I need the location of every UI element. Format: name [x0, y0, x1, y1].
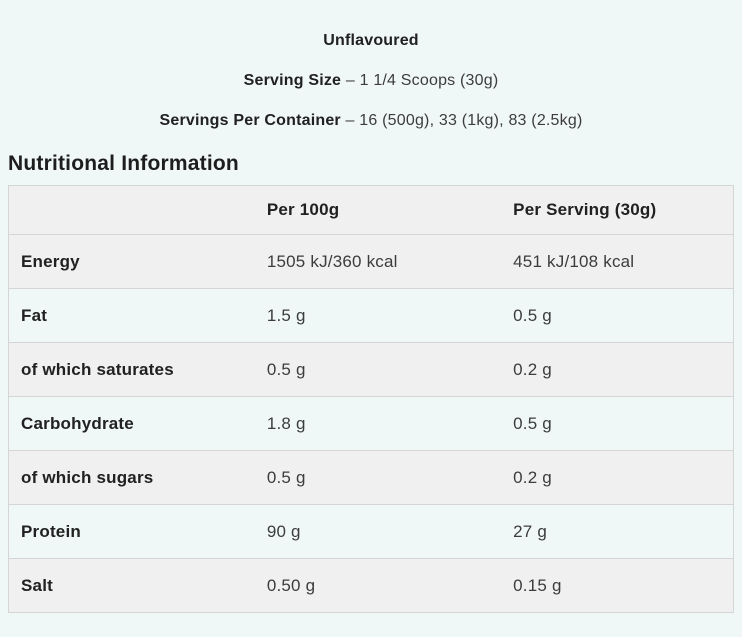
table-row: Carbohydrate 1.8 g 0.5 g [8, 396, 734, 451]
servings-per-container-label: Servings Per Container [159, 112, 341, 129]
table-row: Salt 0.50 g 0.15 g [8, 558, 734, 613]
value-per-serving: 0.5 g [513, 305, 552, 325]
section-title: Nutritional Information [8, 152, 239, 175]
flavour-label: Unflavoured [323, 32, 419, 49]
value-per-serving: 0.2 g [513, 359, 552, 379]
nutrition-table: Per 100g Per Serving (30g) Energy 1505 k… [8, 185, 734, 613]
value-per-100g: 1.5 g [266, 305, 306, 325]
value-per-100g: 0.5 g [266, 359, 306, 379]
value-per-100g: 1.8 g [266, 413, 306, 433]
nutrient-label: Carbohydrate [21, 413, 134, 433]
value-per-serving: 0.2 g [513, 467, 552, 487]
value-per-100g: 90 g [266, 521, 301, 541]
nutrient-label: Salt [21, 575, 53, 595]
nutrient-label: Protein [21, 521, 81, 541]
serving-info-block: Unflavoured Serving Size – 1 1/4 Scoops … [8, 0, 734, 129]
table-row: Fat 1.5 g 0.5 g [8, 288, 734, 343]
table-row: of which sugars 0.5 g 0.2 g [8, 450, 734, 505]
serving-size-value: – 1 1/4 Scoops (30g) [345, 72, 499, 89]
table-row: Energy 1505 kJ/360 kcal 451 kJ/108 kcal [8, 234, 734, 289]
servings-per-container-line: Servings Per Container – 16 (500g), 33 (… [8, 113, 734, 129]
nutrient-label: of which sugars [21, 467, 154, 487]
value-per-serving: 0.15 g [513, 575, 562, 595]
value-per-serving: 0.5 g [513, 413, 552, 433]
column-header-nutrient [9, 186, 255, 235]
table-row: of which saturates 0.5 g 0.2 g [8, 342, 734, 397]
nutrient-label: Energy [21, 251, 80, 271]
serving-size-line: Serving Size – 1 1/4 Scoops (30g) [8, 73, 734, 89]
value-per-serving: 451 kJ/108 kcal [513, 251, 635, 271]
table-row: Protein 90 g 27 g [8, 504, 734, 559]
value-per-100g: 1505 kJ/360 kcal [266, 251, 398, 271]
nutrient-label: Fat [21, 305, 48, 325]
column-header-per-serving: Per Serving (30g) [513, 200, 657, 219]
value-per-100g: 0.50 g [266, 575, 316, 595]
servings-per-container-value: – 16 (500g), 33 (1kg), 83 (2.5kg) [345, 112, 583, 129]
serving-size-label: Serving Size [243, 72, 342, 89]
value-per-serving: 27 g [513, 521, 548, 541]
product-nutrition-section: Unflavoured Serving Size – 1 1/4 Scoops … [8, 0, 734, 613]
flavour-name: Unflavoured [8, 33, 734, 49]
table-header-row: Per 100g Per Serving (30g) [8, 185, 734, 235]
nutrient-label: of which saturates [21, 359, 174, 379]
column-header-per-100g: Per 100g [266, 200, 340, 219]
value-per-100g: 0.5 g [266, 467, 306, 487]
